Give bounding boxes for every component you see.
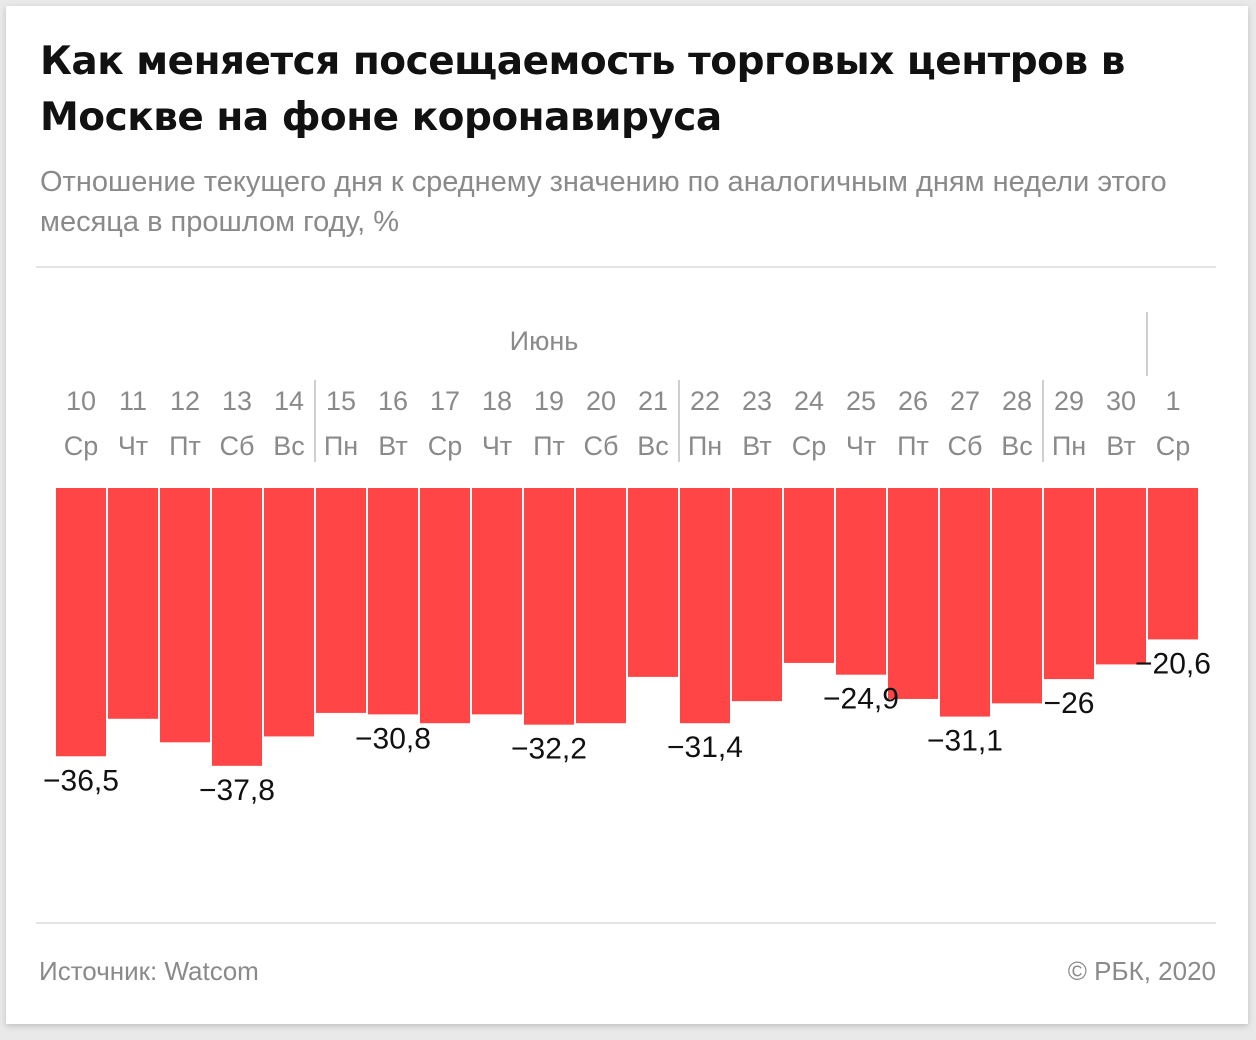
data-label: −31,4 (667, 731, 743, 764)
weekday-tick-label: Пт (897, 431, 929, 461)
month-label: Июнь (510, 326, 579, 356)
weekday-tick-label: Пн (1052, 431, 1086, 461)
data-label: −20,6 (1135, 647, 1211, 680)
weekday-tick-label: Вт (378, 431, 407, 461)
page-title: Как меняется посещаемость торговых центр… (40, 39, 1125, 140)
data-label: −24,9 (823, 683, 899, 716)
weekday-tick-label: Сб (584, 431, 619, 461)
bar (1148, 488, 1198, 640)
source-note: Источник: Watcom (39, 956, 259, 986)
weekday-tick-label: Пн (324, 431, 358, 461)
weekday-tick-label: Вт (742, 431, 771, 461)
weekday-tick-label: Чт (846, 431, 876, 461)
day-tick-label: 20 (586, 386, 616, 416)
bar (1044, 488, 1094, 680)
data-label: −26 (1044, 687, 1095, 720)
bar (420, 488, 470, 724)
weekday-tick-label: Ср (1156, 431, 1191, 461)
weekday-tick-label: Ср (428, 431, 463, 461)
weekday-tick-label: Вт (1106, 431, 1135, 461)
bar (732, 488, 782, 702)
bar (316, 488, 366, 713)
day-tick-label: 25 (846, 386, 876, 416)
weekday-tick-label: Ср (64, 431, 99, 461)
bar (784, 488, 834, 663)
day-tick-label: 19 (534, 386, 564, 416)
day-tick-label: 30 (1106, 386, 1136, 416)
bar (108, 488, 158, 719)
bar (56, 488, 106, 757)
weekday-tick-label: Пт (533, 431, 565, 461)
weekday-tick-label: Сб (948, 431, 983, 461)
day-tick-label: 29 (1054, 386, 1084, 416)
weekday-tick-label: Вс (273, 431, 305, 461)
weekday-tick-label: Пн (688, 431, 722, 461)
day-tick-label: 1 (1165, 386, 1180, 416)
weekday-tick-label: Вс (637, 431, 669, 461)
day-tick-label: 17 (430, 386, 460, 416)
day-tick-label: 15 (326, 386, 356, 416)
weekday-tick-label: Чт (482, 431, 512, 461)
bar (1096, 488, 1146, 665)
weekday-tick-label: Ср (792, 431, 827, 461)
data-label: −37,8 (199, 774, 275, 807)
day-tick-label: 27 (950, 386, 980, 416)
day-tick-label: 11 (119, 386, 147, 416)
day-tick-label: 22 (690, 386, 720, 416)
bar (472, 488, 522, 715)
weekday-tick-label: Вс (1001, 431, 1033, 461)
day-tick-label: 13 (222, 386, 252, 416)
day-tick-label: 23 (742, 386, 772, 416)
bar (264, 488, 314, 737)
bar (992, 488, 1042, 704)
bar (940, 488, 990, 717)
bar (888, 488, 938, 699)
day-tick-label: 10 (66, 386, 96, 416)
day-tick-label: 24 (794, 386, 824, 416)
weekday-tick-label: Чт (118, 431, 148, 461)
day-tick-label: 16 (378, 386, 408, 416)
data-label: −32,2 (511, 733, 587, 766)
day-tick-label: 21 (638, 386, 668, 416)
bar (576, 488, 626, 724)
bar (680, 488, 730, 724)
day-tick-label: 26 (898, 386, 928, 416)
day-tick-label: 12 (170, 386, 200, 416)
copyright-note: © РБК, 2020 (1067, 956, 1216, 986)
data-label: −30,8 (355, 722, 431, 755)
bar (212, 488, 262, 766)
data-label: −36,5 (43, 764, 119, 797)
weekday-tick-label: Сб (220, 431, 255, 461)
data-label: −31,1 (927, 725, 1003, 758)
bar-chart: Июнь 10 Ср 11 Чт 12 Пт 13 Сб 14 Вс 15 Пн 16 Вт 17 Ср 18 Чт… (43, 312, 1211, 807)
bar (836, 488, 886, 675)
day-tick-label: 18 (482, 386, 512, 416)
top-divider (36, 266, 1216, 268)
bar (160, 488, 210, 743)
bar (524, 488, 574, 725)
chart-subtitle: Отношение текущего дня к среднему значен… (40, 166, 1167, 238)
day-tick-label: 28 (1002, 386, 1032, 416)
bottom-divider (36, 922, 1216, 924)
chart-card: Как меняется посещаемость торговых центр… (6, 6, 1248, 1024)
weekday-tick-label: Пт (169, 431, 201, 461)
day-tick-label: 14 (274, 386, 304, 416)
bar (368, 488, 418, 715)
bar (628, 488, 678, 677)
